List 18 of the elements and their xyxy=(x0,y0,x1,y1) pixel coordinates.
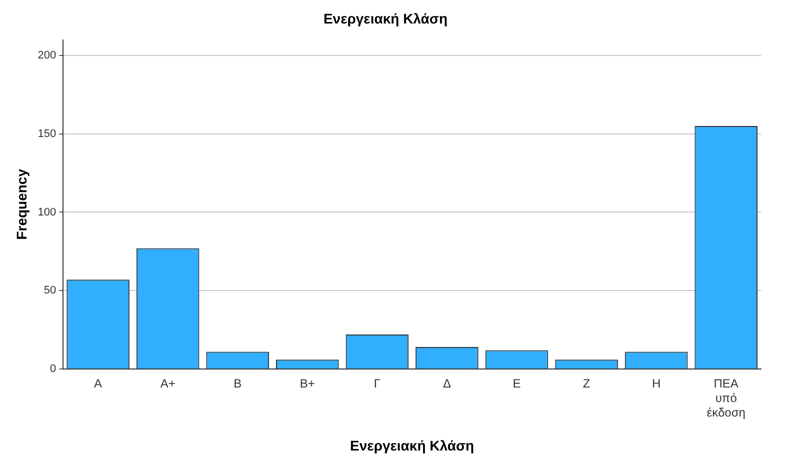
x-tick-label: Α+ xyxy=(160,376,176,391)
y-tick-label: 200 xyxy=(38,50,56,62)
x-tick-label: Β+ xyxy=(300,376,315,391)
y-tick-label: 0 xyxy=(50,363,56,376)
y-tick-label: 100 xyxy=(38,206,56,218)
x-tick-label: Β xyxy=(234,376,242,391)
x-tick-label: ΠΕΑ υπό έκδοση xyxy=(706,376,746,420)
x-tick-label: Γ xyxy=(374,376,381,391)
x-tick-label: Δ xyxy=(442,376,451,391)
x-tick-label: Η xyxy=(652,376,661,391)
y-tick-label: 50 xyxy=(44,284,56,297)
chart-title: Ενεργειακή Κλάση xyxy=(323,10,448,26)
y-tick-label: 150 xyxy=(38,128,56,140)
x-tick-label: Α xyxy=(94,376,102,391)
x-axis-title: Ενεργειακή Κλάση xyxy=(350,437,474,454)
y-axis-title: Frequency xyxy=(13,168,30,240)
x-tick-label: Ζ xyxy=(582,376,590,391)
x-tick-label: Ε xyxy=(512,376,521,391)
